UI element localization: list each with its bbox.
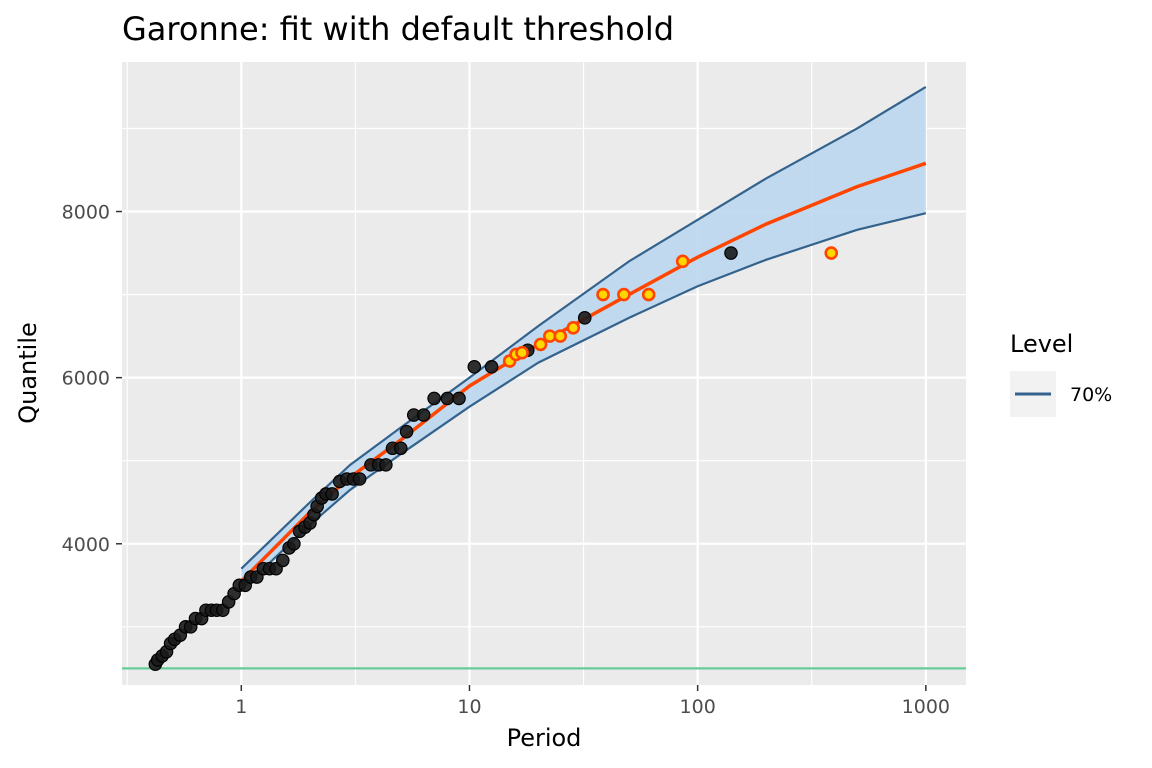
band-area xyxy=(241,86,926,590)
data-point xyxy=(467,360,482,374)
y-tick-label: 4000 xyxy=(62,534,110,556)
historical-point xyxy=(566,321,581,335)
grid-lines xyxy=(122,62,966,685)
legend-label: 70% xyxy=(1070,384,1112,406)
data-point xyxy=(352,472,367,486)
x-tick-label: 10 xyxy=(457,696,481,718)
data-point xyxy=(484,360,499,374)
legend-title: Level xyxy=(1010,330,1073,358)
data-point xyxy=(325,487,339,501)
data-point xyxy=(287,536,301,551)
data-point xyxy=(452,391,466,406)
x-tick-label: 100 xyxy=(680,696,716,718)
data-point xyxy=(440,391,455,406)
chart-title: Garonne: fit with default threshold xyxy=(122,10,674,48)
data-point xyxy=(416,408,431,422)
data-point xyxy=(427,391,441,406)
historical-point xyxy=(596,287,610,302)
historical-point xyxy=(515,345,529,360)
legend: Level 70% xyxy=(1010,330,1112,417)
historical-points xyxy=(502,246,839,368)
x-tick-label: 1 xyxy=(235,696,247,718)
historical-point xyxy=(533,337,548,352)
historical-point xyxy=(617,287,631,302)
historical-point xyxy=(641,287,656,302)
axis-ticks: 1 10 100 1000 4000 6000 8000 xyxy=(62,202,950,718)
y-tick-label: 6000 xyxy=(62,368,110,390)
data-point xyxy=(577,311,592,325)
x-tick-label: 1000 xyxy=(902,696,950,718)
y-axis-title: Quantile xyxy=(14,322,42,424)
historical-point xyxy=(824,246,839,260)
y-tick-label: 8000 xyxy=(62,202,110,224)
data-point xyxy=(275,553,290,568)
data-point xyxy=(379,458,393,472)
data-point xyxy=(399,424,414,439)
historical-point xyxy=(675,254,690,269)
data-point xyxy=(724,246,738,260)
data-point xyxy=(393,441,408,456)
observed-points xyxy=(148,246,738,672)
x-axis-title: Period xyxy=(507,724,582,752)
band-lower-line xyxy=(240,212,927,591)
historical-point xyxy=(553,329,568,343)
